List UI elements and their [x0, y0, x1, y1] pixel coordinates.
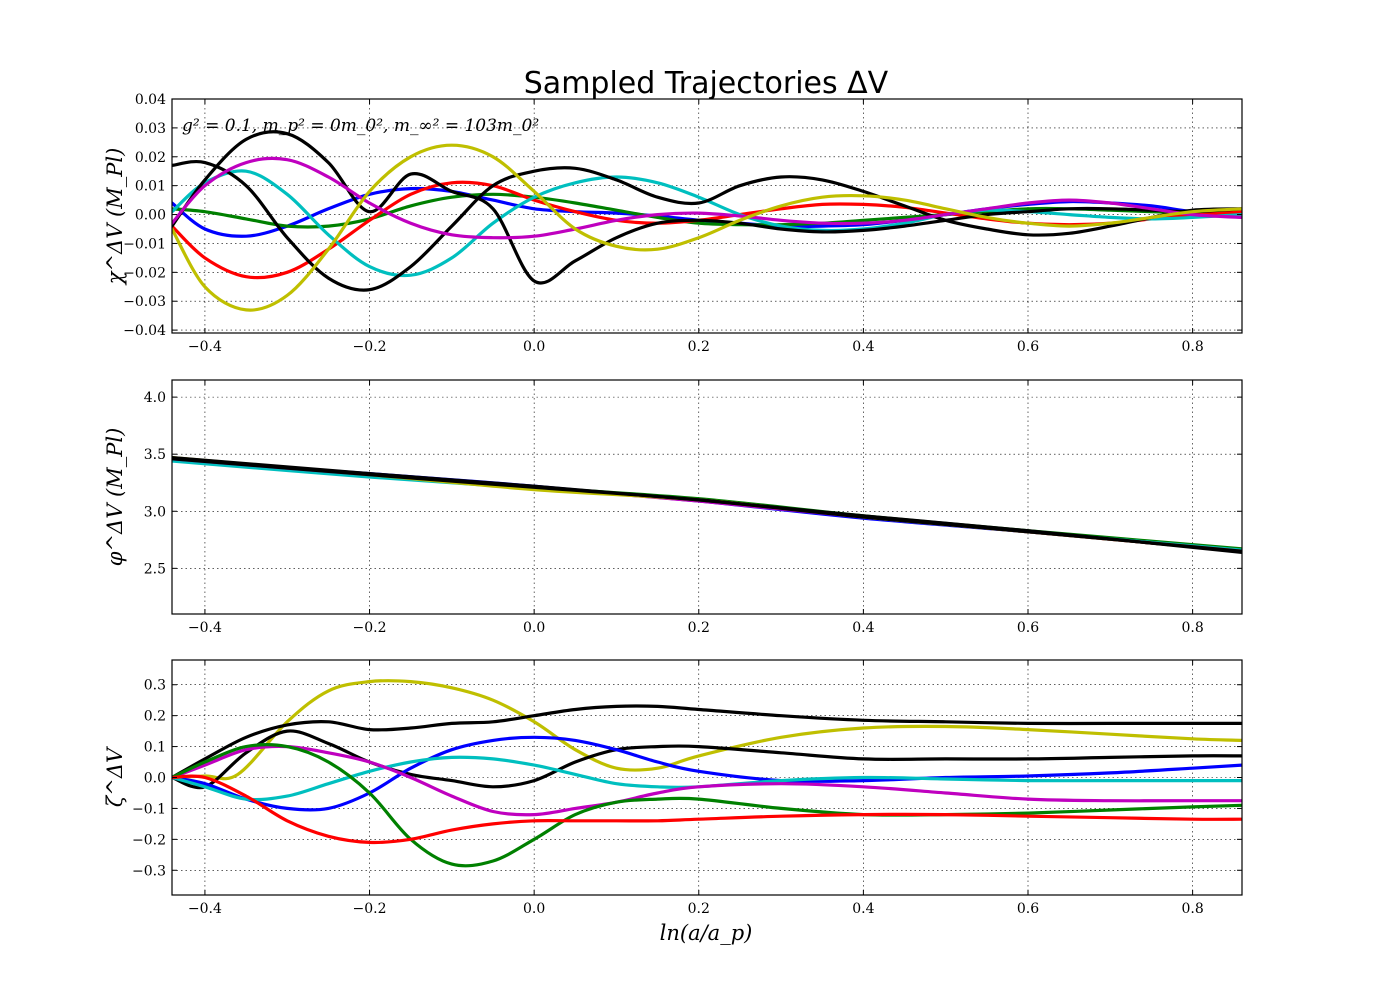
parameter-annotation: g² = 0.1, m_p² = 0m_0², m_∞² = 103m_0²	[182, 116, 539, 136]
x-tick-label: 0.2	[688, 620, 710, 636]
y-tick-label: 0.0	[144, 771, 166, 787]
x-tick-label: 0.8	[1181, 339, 1203, 355]
x-tick-label: 0.2	[688, 339, 710, 355]
y-axis-label: ζ^ΔV	[103, 746, 127, 807]
y-tick-label: 0.2	[144, 709, 166, 725]
series-line-3	[172, 169, 1242, 278]
series-line-7	[172, 143, 1242, 312]
y-tick-label: −0.01	[123, 236, 166, 252]
x-tick-label: −0.4	[188, 620, 222, 636]
series-line-6	[172, 156, 1242, 240]
series-line-6	[172, 743, 1242, 868]
y-tick-label: −0.02	[123, 265, 166, 281]
zeta-subplot: −0.4 −0.2 0.0 0.2 0.4 0.6 0.8 −0.3 −0.2 −0.1 0.0 0.…	[103, 659, 1243, 945]
x-tick-label: 0.4	[852, 339, 874, 355]
x-tick-label: 0.4	[852, 620, 874, 636]
phi-subplot: −0.4 −0.2 0.0 0.2 0.4 0.6 0.8 2.5 3.0 3.5 4.0 φ^ΔV …	[103, 379, 1243, 636]
series-line-7	[172, 774, 1242, 845]
x-tick-label: 0.0	[523, 339, 545, 355]
y-tick-label: 0.1	[144, 740, 166, 756]
y-tick-label: 3.5	[144, 447, 166, 463]
y-tick-label: −0.1	[132, 801, 166, 817]
y-tick-label: −0.2	[132, 832, 166, 848]
x-tick-label: 0.6	[1017, 339, 1039, 355]
y-tick-label: 0.03	[135, 121, 166, 137]
y-tick-label: −0.03	[123, 294, 166, 310]
x-tick-label: −0.2	[353, 901, 387, 917]
x-tick-label: 0.6	[1017, 901, 1039, 917]
x-tick-label: 0.0	[523, 901, 545, 917]
y-tick-label: 0.04	[135, 92, 166, 108]
y-tick-label: 4.0	[144, 390, 166, 406]
chi-subplot: −0.4 −0.2 0.0 0.2 0.4 0.6 0.8 −0.04 −0.03 −0.02 −0…	[103, 92, 1243, 355]
series-group	[172, 130, 1242, 312]
series-group	[172, 679, 1242, 868]
y-tick-label: 0.02	[135, 150, 166, 166]
x-tick-label: 0.8	[1181, 901, 1203, 917]
series-line-1	[172, 704, 1242, 780]
series-line-0	[172, 679, 1242, 781]
x-tick-label: 0.6	[1017, 620, 1039, 636]
y-tick-label: 0.00	[135, 208, 166, 224]
series-line-4	[172, 755, 1242, 802]
series-line-5	[172, 159, 1242, 292]
y-tick-label: −0.04	[123, 323, 166, 339]
series-line-4	[172, 130, 1242, 285]
x-tick-label: 0.8	[1181, 620, 1203, 636]
x-tick-label: −0.4	[188, 339, 222, 355]
x-tick-label: 0.0	[523, 620, 545, 636]
x-tick-label: 0.4	[852, 901, 874, 917]
x-tick-label: 0.2	[688, 901, 710, 917]
x-tick-label: −0.2	[353, 339, 387, 355]
y-axis-label: χ^ΔV (M_Pl)	[103, 148, 127, 287]
x-tick-label: −0.2	[353, 620, 387, 636]
series-line-2	[172, 729, 1242, 790]
y-tick-label: 0.01	[135, 179, 166, 195]
y-tick-label: 2.5	[144, 561, 166, 577]
plot-frame	[171, 98, 1243, 334]
chart-title: Sampled Trajectories ΔV	[524, 66, 889, 101]
series-line-3	[172, 735, 1242, 812]
series-group	[172, 456, 1242, 554]
series-line-7	[172, 456, 1242, 554]
plot-frame	[171, 379, 1243, 615]
x-tick-label: −0.4	[188, 901, 222, 917]
y-tick-label: 0.3	[144, 678, 166, 694]
series-line-2	[172, 180, 1242, 280]
y-axis-label: φ^ΔV (M_Pl)	[103, 428, 127, 567]
y-tick-label: −0.3	[132, 863, 166, 879]
y-tick-label: 3.0	[144, 504, 166, 520]
x-axis-label: ln(a/a_p)	[660, 921, 753, 945]
